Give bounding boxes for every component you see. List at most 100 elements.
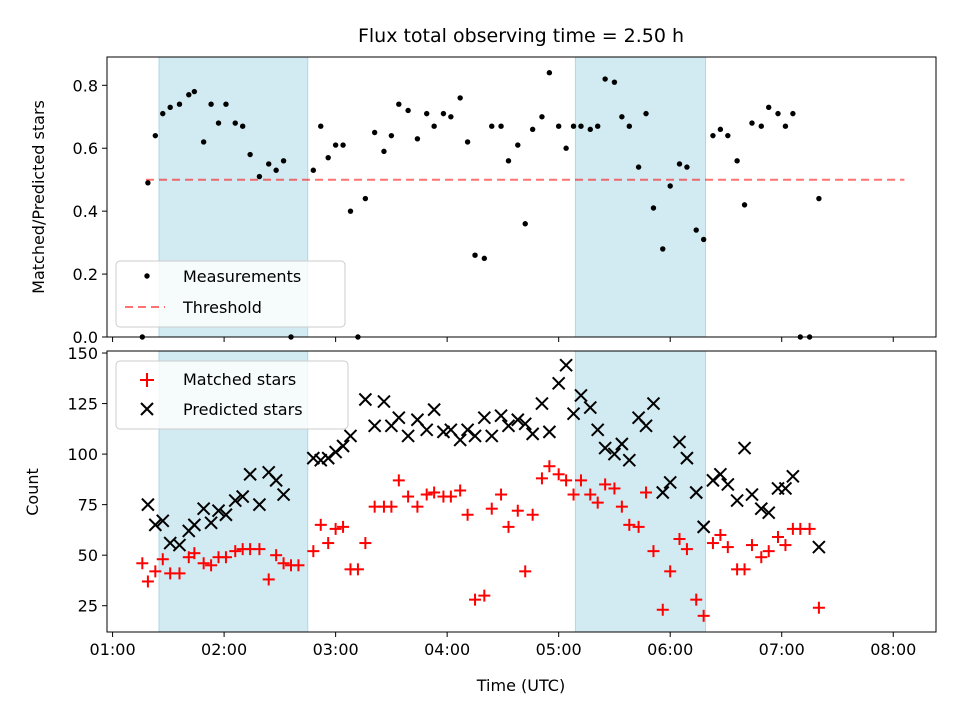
matched-star-point xyxy=(779,539,792,552)
x-tick-label: 08:00 xyxy=(870,640,916,659)
predicted-star-point xyxy=(228,493,242,508)
measurement-point xyxy=(660,246,666,252)
measurement-point xyxy=(440,110,447,117)
measurement-point xyxy=(498,123,504,129)
matched-star-point xyxy=(623,518,636,531)
predicted-star-point xyxy=(542,425,557,439)
measurement-point xyxy=(200,139,207,145)
measurement-point xyxy=(424,110,430,117)
matched-star-point xyxy=(292,559,305,572)
predicted-star-point xyxy=(583,400,597,415)
matched-star-point xyxy=(615,500,628,513)
predicted-star-point xyxy=(730,493,744,508)
predicted-star-point xyxy=(812,540,826,554)
predicted-star-point xyxy=(551,376,566,391)
predicted-star-point xyxy=(485,429,499,443)
measurement-point xyxy=(362,195,369,202)
matched-star-point xyxy=(519,565,532,578)
matched-star-point xyxy=(640,486,653,499)
matched-star-point xyxy=(314,518,327,531)
predicted-star-point xyxy=(511,413,525,427)
y-tick-label: 50 xyxy=(78,546,98,565)
measurement-point xyxy=(790,110,796,117)
matched-star-point xyxy=(485,502,498,515)
predicted-star-point xyxy=(566,406,581,421)
legend-predicted-marker xyxy=(140,402,154,416)
x-axis-title: Time (UTC) xyxy=(476,676,565,695)
predicted-star-point xyxy=(419,423,434,437)
matched-star-point xyxy=(599,478,612,491)
matched-star-point xyxy=(205,559,218,572)
predicted-star-point xyxy=(559,358,573,372)
bottom-legend: Matched stars Predicted stars xyxy=(115,360,349,430)
measurement-point xyxy=(464,139,471,145)
matched-star-point xyxy=(608,482,621,495)
measurement-point xyxy=(266,161,272,167)
measurement-point xyxy=(208,101,214,107)
predicted-star-point xyxy=(713,467,728,482)
predicted-star-point xyxy=(453,433,467,447)
matched-star-point xyxy=(329,522,342,535)
legend-measurements-label: Measurements xyxy=(183,267,301,286)
predicted-star-point xyxy=(639,419,653,433)
matched-star-point xyxy=(188,547,201,560)
measurement-point xyxy=(325,154,331,161)
matched-star-point xyxy=(664,565,677,578)
measurement-point xyxy=(766,104,772,111)
measurement-point xyxy=(318,123,324,129)
matched-star-point xyxy=(149,565,162,578)
predicted-star-point xyxy=(358,392,373,407)
top-legend-box xyxy=(115,260,346,328)
top-plot: 0.00.20.40.60.8 Matched/Predicted stars … xyxy=(29,56,937,347)
measurement-point xyxy=(734,158,740,164)
matched-star-point xyxy=(745,539,758,552)
measurement-point xyxy=(505,158,512,164)
measurements-series xyxy=(139,70,822,340)
predicted-star-point xyxy=(494,408,508,423)
predicted-star-point xyxy=(591,423,605,437)
predicted-star-point xyxy=(427,402,441,417)
chart-title: Flux total observing time = 2.50 h xyxy=(358,25,684,47)
matched-star-point xyxy=(402,490,415,503)
measurement-point xyxy=(310,167,317,173)
predicted-star-point xyxy=(574,388,588,403)
predicted-star-point xyxy=(477,411,492,425)
measurement-point xyxy=(371,129,378,136)
predicted-star-point xyxy=(778,481,793,496)
matched-star-point xyxy=(359,537,372,550)
predicted-star-point xyxy=(269,473,283,488)
matched-star-point xyxy=(755,551,768,564)
measurement-point xyxy=(717,126,724,133)
measurement-point xyxy=(347,208,354,214)
measurement-point xyxy=(223,101,229,107)
measurement-point xyxy=(539,114,545,120)
predicted-star-point xyxy=(314,453,328,467)
measurement-point xyxy=(431,123,437,129)
predicted-star-point xyxy=(721,477,735,492)
x-tick-label: 02:00 xyxy=(201,640,247,659)
measurement-point xyxy=(239,123,246,129)
measurement-point xyxy=(700,236,707,243)
predicted-star-point xyxy=(336,439,350,453)
y-tick-label: 75 xyxy=(78,496,98,515)
bottom-y-axis: 25 50 75 100 125 150 xyxy=(67,344,107,616)
matched-star-point xyxy=(322,537,335,550)
matched-star-point xyxy=(253,543,266,556)
matched-star-point xyxy=(229,545,242,558)
matched-star-point xyxy=(337,520,350,533)
matched-star-point xyxy=(351,563,364,576)
matched-star-point xyxy=(552,468,565,481)
predicted-star-point xyxy=(436,425,451,439)
matched-star-point xyxy=(526,508,539,521)
measurement-point xyxy=(448,114,454,120)
y-tick-label: 0.0 xyxy=(73,328,98,347)
predicted-star-point xyxy=(663,475,677,490)
matched-star-point xyxy=(173,567,186,580)
measurement-point xyxy=(247,151,253,158)
predicted-star-point xyxy=(501,419,516,433)
x-tick-label: 04:00 xyxy=(424,640,470,659)
matched-star-point xyxy=(270,549,283,562)
x-tick-label: 03:00 xyxy=(313,640,359,659)
predicted-star-point xyxy=(535,396,549,411)
predicted-star-point xyxy=(377,394,391,409)
